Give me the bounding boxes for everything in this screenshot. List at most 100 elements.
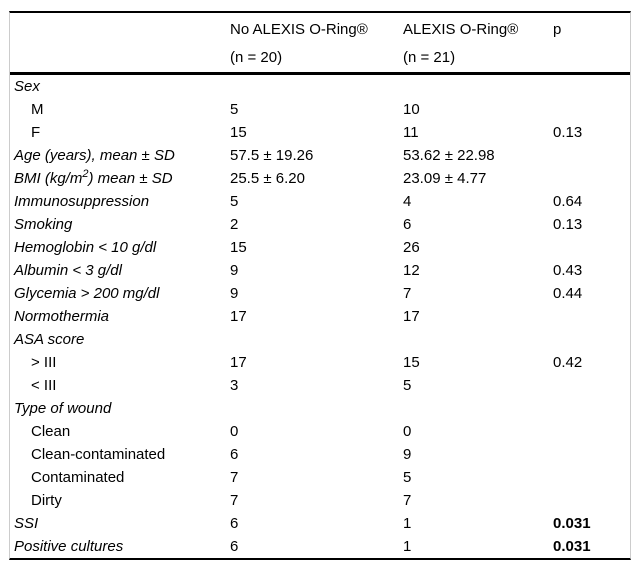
header-p-label: p (553, 21, 562, 38)
value-no-alexis: 17 (230, 308, 247, 325)
p-value: 0.031 (553, 538, 591, 555)
row-label: Type of wound (14, 400, 112, 417)
value-no-alexis: 15 (230, 124, 247, 141)
table-row: BMI (kg/m2) mean ± SD 25.5 ± 6.20 23.09 ± … (10, 167, 630, 190)
row-label: > III (31, 354, 57, 371)
table-row: M 5 10 (10, 98, 630, 121)
table-row: Normothermia 17 17 (10, 305, 630, 328)
value-no-alexis (230, 397, 403, 420)
p-value (553, 98, 630, 121)
p-value (553, 374, 630, 397)
p-value (553, 328, 630, 351)
table-row: Hemoglobin < 10 g/dl 15 26 (10, 236, 630, 259)
value-alexis: 11 (403, 124, 419, 141)
row-label: Albumin < 3 g/dl (14, 262, 122, 279)
p-value: 0.64 (553, 193, 583, 210)
table-body: Sex M 5 10 F 15 11 0.13 Age (years), mean ± SD 57… (10, 75, 630, 558)
table-row: Dirty 7 7 (10, 489, 630, 512)
table-row: Albumin < 3 g/dl 9 12 0.43 (10, 259, 630, 282)
header-no-alexis: No ALEXIS O-Ring® (n = 20) (230, 16, 403, 72)
value-no-alexis: 9 (230, 285, 239, 302)
value-alexis: 5 (403, 377, 412, 394)
value-no-alexis: 7 (230, 469, 239, 486)
value-alexis: 15 (403, 354, 420, 371)
header-no-alexis-n: (n = 20) (230, 49, 283, 66)
table-row: Positive cultures 6 1 0.031 (10, 535, 630, 558)
value-alexis (403, 397, 553, 420)
value-no-alexis: 57.5 ± 19.26 (230, 147, 314, 164)
value-no-alexis: 15 (230, 239, 247, 256)
p-value (553, 75, 630, 98)
table-row: ASA score (10, 328, 630, 351)
row-label: Age (years), mean ± SD (14, 147, 175, 164)
value-alexis (403, 75, 553, 98)
value-alexis: 7 (403, 492, 412, 509)
value-no-alexis: 25.5 ± 6.20 (230, 170, 305, 187)
value-no-alexis: 0 (230, 423, 239, 440)
table-row: Glycemia > 200 mg/dl 9 7 0.44 (10, 282, 630, 305)
table-row: Age (years), mean ± SD 57.5 ± 19.26 53.62 … (10, 144, 630, 167)
p-value (553, 466, 630, 489)
header-p: p (553, 16, 630, 72)
value-alexis: 53.62 ± 22.98 (403, 147, 495, 164)
row-label: Clean (31, 423, 71, 440)
value-alexis: 26 (403, 239, 420, 256)
superscript: 2 (82, 168, 89, 180)
row-label: Glycemia > 200 mg/dl (14, 285, 160, 302)
value-alexis: 0 (403, 423, 412, 440)
p-value: 0.13 (553, 124, 583, 141)
value-no-alexis: 3 (230, 377, 239, 394)
value-alexis: 10 (403, 101, 420, 118)
value-no-alexis: 17 (230, 354, 247, 371)
value-no-alexis: 2 (230, 216, 239, 233)
header-no-alexis-title: No ALEXIS O-Ring® (230, 21, 368, 38)
value-no-alexis: 5 (230, 193, 239, 210)
header-empty-cell (10, 16, 230, 72)
header-alexis-n: (n = 21) (403, 49, 456, 66)
value-alexis: 17 (403, 308, 420, 325)
table-row: Contaminated 7 5 (10, 466, 630, 489)
p-value (553, 420, 630, 443)
table-row: > III 17 15 0.42 (10, 351, 630, 374)
p-value: 0.44 (553, 285, 583, 302)
table-row: Sex (10, 75, 630, 98)
row-label: < III (31, 377, 57, 394)
value-no-alexis: 6 (230, 538, 239, 555)
value-alexis: 23.09 ± 4.77 (403, 170, 487, 187)
value-alexis: 4 (403, 193, 412, 210)
table-row: F 15 11 0.13 (10, 121, 630, 144)
row-label: Positive cultures (14, 538, 124, 555)
p-value: 0.42 (553, 354, 583, 371)
row-label: Immunosuppression (14, 193, 150, 210)
p-value (553, 144, 630, 167)
row-label: Contaminated (31, 469, 125, 486)
p-value (553, 167, 630, 190)
header-alexis-title: ALEXIS O-Ring® (403, 21, 519, 38)
value-alexis: 1 (403, 515, 412, 532)
p-value: 0.43 (553, 262, 583, 279)
value-no-alexis: 6 (230, 515, 239, 532)
table-header: No ALEXIS O-Ring® (n = 20) ALEXIS O-Ring… (10, 13, 630, 75)
row-label: M (31, 101, 44, 118)
row-label: F (31, 124, 41, 141)
value-no-alexis: 9 (230, 262, 239, 279)
value-alexis: 6 (403, 216, 412, 233)
value-alexis (403, 328, 553, 351)
value-alexis: 7 (403, 285, 412, 302)
comparison-table: No ALEXIS O-Ring® (n = 20) ALEXIS O-Ring… (9, 11, 631, 560)
row-label: Dirty (31, 492, 62, 509)
p-value (553, 236, 630, 259)
p-value: 0.031 (553, 515, 591, 532)
value-no-alexis: 7 (230, 492, 239, 509)
p-value: 0.13 (553, 216, 583, 233)
row-label: Clean-contaminated (31, 446, 166, 463)
row-label: Smoking (14, 216, 73, 233)
p-value (553, 443, 630, 466)
value-alexis: 1 (403, 538, 412, 555)
table-row: < III 3 5 (10, 374, 630, 397)
value-alexis: 5 (403, 469, 412, 486)
row-label: Hemoglobin < 10 g/dl (14, 239, 157, 256)
table-row: Smoking 2 6 0.13 (10, 213, 630, 236)
p-value (553, 397, 630, 420)
table-row: Clean 0 0 (10, 420, 630, 443)
